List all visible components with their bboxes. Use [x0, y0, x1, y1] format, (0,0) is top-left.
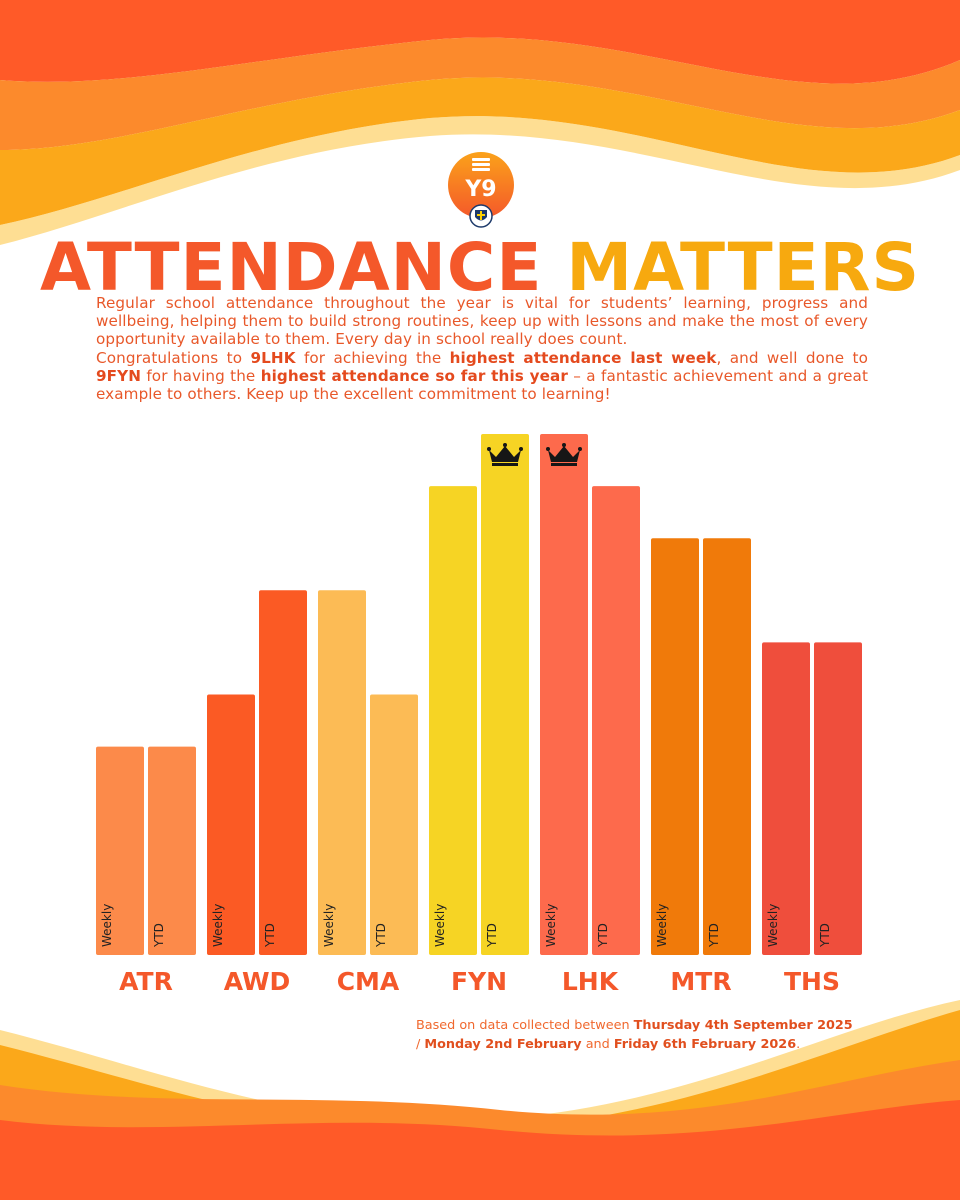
top-wave-light: [0, 116, 960, 245]
bar-series-label: Weekly: [766, 904, 780, 947]
bar-series-label: YTD: [596, 923, 610, 948]
title-attendance: ATTENDANCE: [39, 229, 543, 306]
bar-ths-ytd: [814, 642, 862, 955]
logo-text: Y9: [464, 177, 496, 202]
top-wave-orange: [0, 37, 960, 150]
bar-series-label: YTD: [818, 923, 832, 948]
attendance-bar-chart: Weekly YTD ATR Weekly YTD AWD Weekly YTD CMA Week…: [96, 434, 862, 996]
footnote-text: Based on data collected between: [416, 1018, 634, 1033]
bar-mtr-weekly: [651, 538, 699, 955]
bar-atr-ytd: [148, 746, 196, 955]
bar-series-label: Weekly: [433, 904, 447, 947]
bar-series-label: YTD: [374, 923, 388, 948]
bar-series-label: Weekly: [322, 904, 336, 947]
school-crest-icon: [469, 204, 493, 228]
footnote-text: and: [581, 1037, 614, 1052]
bar-series-label: YTD: [707, 923, 721, 948]
bar-series-label: YTD: [263, 923, 277, 948]
intro-text-part: , and well done to: [716, 348, 868, 367]
crown-icon: [546, 443, 582, 466]
category-label: FYN: [451, 967, 507, 996]
bar-awd-ytd: [259, 590, 307, 955]
category-label: LHK: [562, 967, 620, 996]
category-label: MTR: [670, 967, 731, 996]
footnote-text: /: [416, 1037, 425, 1052]
bar-atr-weekly: [96, 746, 144, 955]
bar-fyn-weekly: [429, 486, 477, 955]
intro-text: Regular school attendance throughout the…: [96, 294, 868, 403]
bar-ths-weekly: [762, 642, 810, 955]
intro-text-part: – a fantastic achievement and a great ex…: [96, 366, 869, 404]
bar-series-label: Weekly: [100, 904, 114, 947]
intro-paragraph-2: Congratulations to 9LHK for achieving th…: [96, 349, 868, 404]
title-matters: MATTERS: [566, 229, 921, 306]
bottom-wave-deep: [0, 1100, 960, 1200]
page-title: ATTENDANCE MATTERS: [0, 232, 960, 304]
bar-series-label: YTD: [485, 923, 499, 948]
y9-logo: Y9: [448, 152, 514, 228]
intro-text-part: for having the: [141, 366, 261, 385]
bar-mtr-ytd: [703, 538, 751, 955]
footnote-start-date: Thursday 4th September 2025: [633, 1018, 853, 1033]
category-label: CMA: [337, 967, 400, 996]
top-wave-amber: [0, 77, 960, 225]
bar-fyn-ytd: [481, 434, 529, 955]
crown-icon: [487, 443, 523, 466]
bar-series-label: Weekly: [211, 904, 225, 947]
footnote-end-date: Friday 6th February 2026: [613, 1037, 797, 1052]
bar-awd-weekly: [207, 694, 255, 955]
bar-cma-weekly: [318, 590, 366, 955]
bar-series-label: Weekly: [544, 904, 558, 947]
bar-series-label: YTD: [152, 923, 166, 948]
highlight-last-week: highest attendance last week: [449, 348, 717, 367]
class-9fyn: 9FYN: [96, 366, 142, 385]
data-footnote: Based on data collected between Thursday…: [416, 1016, 856, 1054]
intro-paragraph-1: Regular school attendance throughout the…: [96, 294, 868, 349]
bar-cma-ytd: [370, 694, 418, 955]
highlight-this-year: highest attendance so far this year: [260, 366, 568, 385]
bar-lhk-ytd: [592, 486, 640, 955]
intro-text-part: Congratulations to: [96, 348, 251, 367]
category-label: THS: [784, 967, 840, 996]
intro-text-part: for achieving the: [295, 348, 450, 367]
category-label: AWD: [224, 967, 291, 996]
category-label: ATR: [119, 967, 173, 996]
footnote-week-start: Monday 2nd February: [424, 1037, 582, 1052]
bar-lhk-weekly: [540, 434, 588, 955]
top-wave-deep: [0, 0, 960, 84]
footnote-text: .: [796, 1037, 801, 1052]
class-9lhk: 9LHK: [250, 348, 296, 367]
bar-series-label: Weekly: [655, 904, 669, 947]
